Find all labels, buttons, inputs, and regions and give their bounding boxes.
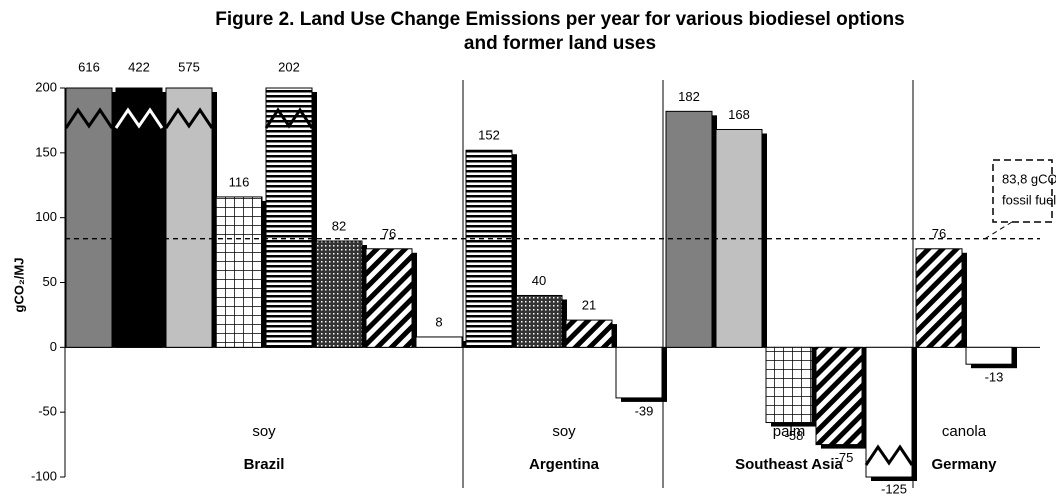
reference-label: 83,8 gCO₂/MJ <box>1002 171 1056 186</box>
crop-label: soy <box>252 423 276 440</box>
reference-label: fossil fuel <box>1002 192 1056 207</box>
value-label: -39 <box>635 403 654 418</box>
bar <box>515 294 563 348</box>
y-tick-label: 150 <box>35 144 57 159</box>
value-label: -75 <box>835 450 854 465</box>
chart-title: Figure 2. Land Use Change Emissions per … <box>215 9 904 30</box>
region-label: Argentina <box>528 456 599 473</box>
region-label: Southeast Asia <box>735 456 843 473</box>
crop-label: soy <box>552 423 576 440</box>
bar <box>865 346 913 478</box>
crop-label: palm <box>772 423 806 440</box>
value-label: 616 <box>78 59 100 74</box>
value-label: 422 <box>128 59 150 74</box>
region-label: Brazil <box>243 456 285 473</box>
bar <box>65 87 113 348</box>
bar <box>315 240 363 348</box>
annotation-box <box>992 159 1053 223</box>
value-label: -13 <box>985 370 1004 385</box>
value-label: 21 <box>582 298 596 313</box>
value-label: -125 <box>881 481 907 496</box>
value-label: 116 <box>229 174 250 189</box>
y-tick-label: 100 <box>35 209 57 224</box>
region-label: Germany <box>931 456 997 473</box>
y-tick-label: 0 <box>50 339 57 354</box>
value-label: 40 <box>532 273 546 288</box>
axis-break <box>114 107 164 129</box>
value-label: 168 <box>728 107 750 122</box>
crop-label: canola <box>941 423 987 440</box>
bar <box>915 248 963 348</box>
bar <box>365 248 413 348</box>
value-label: 76 <box>932 226 946 241</box>
y-tick-label: -50 <box>38 404 57 419</box>
value-label: 152 <box>478 128 500 143</box>
bar <box>965 346 1013 365</box>
value-label: 8 <box>435 314 442 329</box>
chart-title: and former land uses <box>464 33 656 54</box>
value-label: 76 <box>382 226 396 241</box>
bar <box>115 87 163 348</box>
axis-break <box>164 107 214 129</box>
bar <box>415 336 463 348</box>
bar <box>815 346 863 446</box>
y-tick-label: 200 <box>35 79 57 94</box>
value-label: 82 <box>332 218 346 233</box>
bar <box>215 196 263 348</box>
bar <box>465 149 513 348</box>
axis-break <box>264 107 314 129</box>
bar <box>765 346 813 424</box>
bar <box>165 87 213 348</box>
bar <box>615 346 663 399</box>
axis-break <box>64 107 114 129</box>
y-tick-label: 50 <box>43 274 57 289</box>
bar <box>265 87 313 348</box>
annotation-leader <box>984 221 1013 240</box>
bar <box>665 110 713 348</box>
value-label: 182 <box>678 89 700 104</box>
axis-break <box>864 444 914 466</box>
bar <box>565 319 613 348</box>
value-label: -58 <box>785 428 804 443</box>
value-label: 575 <box>178 59 200 74</box>
y-tick-label: -100 <box>31 468 57 483</box>
y-axis-label: gCO₂/MJ <box>11 258 26 313</box>
value-label: 202 <box>278 59 300 74</box>
